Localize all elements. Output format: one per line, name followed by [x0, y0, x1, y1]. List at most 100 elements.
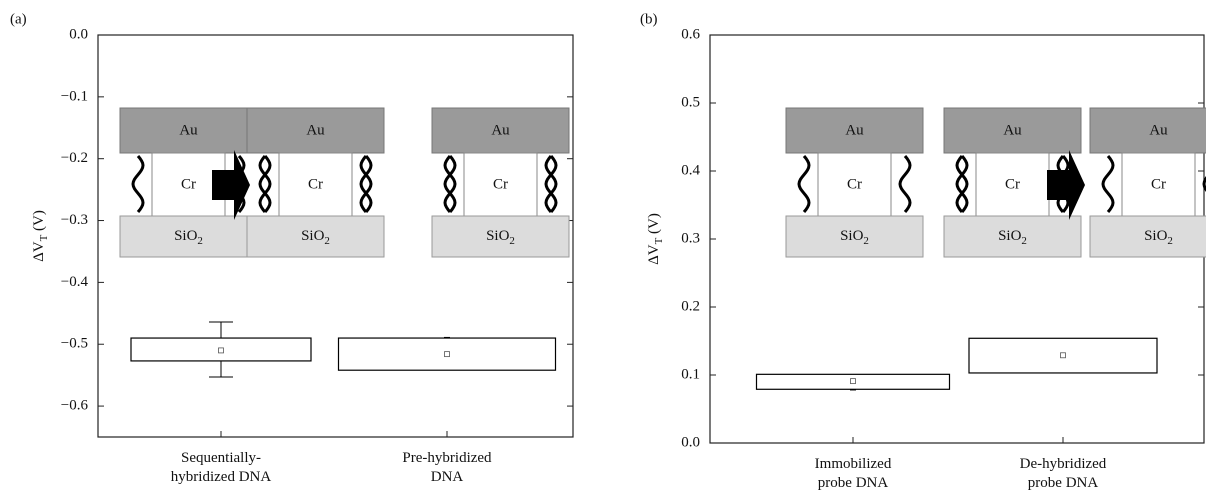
- box: [130, 337, 312, 362]
- y-tick-label: −0.6: [61, 398, 89, 414]
- strand: [131, 155, 145, 213]
- inset-sio2: [785, 215, 924, 258]
- inset-au-label: Au: [491, 122, 510, 138]
- strand: [955, 155, 969, 213]
- y-label-sub: T: [38, 234, 50, 241]
- y-label-main: ΔV: [31, 241, 47, 262]
- inset-sio2-label: SiO2: [486, 228, 515, 246]
- inset-cr-label: Cr: [1005, 176, 1020, 192]
- inset-sio2-sub: 2: [324, 235, 330, 247]
- x-tick-label: De-hybridized probe DNA: [1019, 456, 1107, 491]
- y-tick-label: −0.4: [61, 274, 89, 290]
- inset-cr: [817, 152, 892, 217]
- inset-au: [1089, 107, 1206, 154]
- inset-cr-label: Cr: [847, 176, 862, 192]
- inset-au: [431, 107, 570, 154]
- inset-sio2-label: SiO2: [1144, 228, 1173, 246]
- x-tick-label: Immobilized probe DNA: [814, 456, 892, 491]
- inset-cr-label: Cr: [181, 176, 196, 192]
- inset-sio2-sub: 2: [863, 235, 869, 247]
- strand: [955, 155, 969, 213]
- inset-sio2-label: SiO2: [174, 228, 203, 246]
- strand: [1101, 155, 1115, 213]
- y-label-main: ΔV: [646, 244, 662, 265]
- inset-cr: [278, 152, 353, 217]
- strand: [797, 155, 811, 213]
- inset-cr-label: Cr: [493, 176, 508, 192]
- mean-marker: [850, 378, 856, 385]
- y-tick-label: 0.4: [681, 162, 700, 178]
- plot-frame: [97, 34, 574, 438]
- inset-cr: [975, 152, 1050, 217]
- y-tick-label: 0.5: [681, 94, 700, 110]
- inset-sio2-sub: 2: [509, 235, 515, 247]
- strand: [258, 155, 272, 213]
- y-axis-label: ΔVT (V): [31, 210, 49, 262]
- inset-au: [119, 107, 258, 154]
- x-tick-label: Pre-hybridized DNA: [402, 450, 492, 485]
- strand: [1202, 175, 1206, 193]
- y-tick-label: 0.3: [681, 230, 700, 246]
- inset-au-label: Au: [1149, 122, 1168, 138]
- y-label-sub: T: [653, 237, 665, 244]
- y-tick-label: −0.3: [61, 212, 88, 228]
- panel-label: (b): [640, 11, 658, 27]
- panel-label: (a): [10, 11, 27, 27]
- y-tick-label: 0.1: [681, 366, 700, 382]
- inset-sio2: [1089, 215, 1206, 258]
- inset-sio2-label: SiO2: [998, 228, 1027, 246]
- y-axis-label: ΔVT (V): [646, 213, 664, 265]
- inset-sio2-label: SiO2: [840, 228, 869, 246]
- inset-cr: [463, 152, 538, 217]
- inset-au-label: Au: [306, 122, 325, 138]
- arrow: [212, 150, 250, 220]
- mean-marker: [218, 347, 224, 354]
- y-tick-label: −0.2: [61, 150, 88, 166]
- mean-marker: [444, 351, 450, 358]
- inset-au-label: Au: [179, 122, 198, 138]
- inset-sio2: [246, 215, 385, 258]
- inset-au: [943, 107, 1082, 154]
- inset-sio2-sub: 2: [1021, 235, 1027, 247]
- inset-au: [785, 107, 924, 154]
- x-tick-label: Sequentially- hybridized DNA: [170, 450, 272, 485]
- inset-au-label: Au: [845, 122, 864, 138]
- strand: [443, 155, 457, 213]
- inset-sio2-sub: 2: [1167, 235, 1173, 247]
- inset-au-label: Au: [1003, 122, 1022, 138]
- inset-sio2: [943, 215, 1082, 258]
- y-tick-label: −0.1: [61, 88, 88, 104]
- inset-cr: [1121, 152, 1196, 217]
- strand: [359, 155, 373, 213]
- y-tick-label: 0.0: [69, 26, 88, 42]
- strand: [544, 155, 558, 213]
- inset-sio2-main: SiO: [486, 228, 510, 244]
- mean-marker: [1060, 352, 1066, 359]
- inset-sio2-main: SiO: [174, 228, 198, 244]
- y-tick-label: 0.2: [681, 298, 700, 314]
- y-tick-label: −0.5: [61, 336, 88, 352]
- box: [968, 337, 1158, 374]
- inset-sio2: [431, 215, 570, 258]
- y-label-unit: (V): [646, 213, 662, 238]
- box: [755, 373, 951, 390]
- inset-cr-label: Cr: [1151, 176, 1166, 192]
- box: [337, 337, 557, 371]
- inset-sio2-sub: 2: [197, 235, 203, 247]
- inset-sio2-label: SiO2: [301, 228, 330, 246]
- y-tick-label: 0.0: [681, 434, 700, 450]
- inset-sio2-main: SiO: [1144, 228, 1168, 244]
- strand: [359, 155, 373, 213]
- inset-sio2: [119, 215, 258, 258]
- arrow: [1047, 150, 1085, 220]
- y-tick-label: 0.6: [681, 26, 700, 42]
- inset-au: [246, 107, 385, 154]
- inset-cr-label: Cr: [308, 176, 323, 192]
- strand: [258, 155, 272, 213]
- inset-sio2-main: SiO: [998, 228, 1022, 244]
- inset-sio2-main: SiO: [301, 228, 325, 244]
- strand: [443, 155, 457, 213]
- y-label-unit: (V): [31, 210, 47, 235]
